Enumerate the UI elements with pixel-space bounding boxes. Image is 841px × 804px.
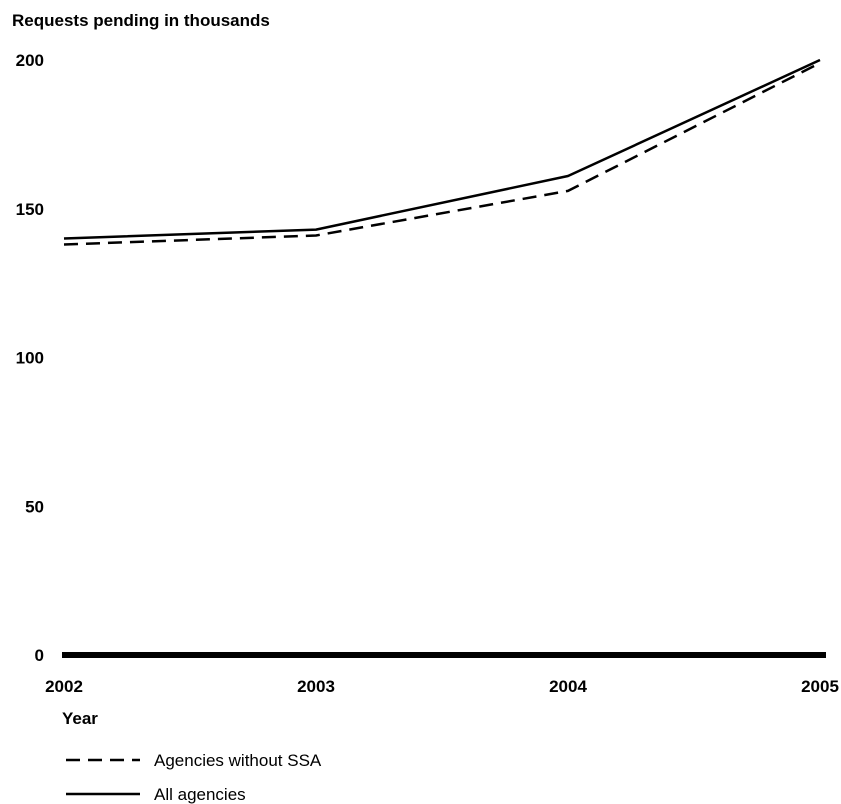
series-lines [64, 60, 820, 245]
legend: Agencies without SSA All agencies [66, 751, 322, 804]
y-axis-ticks: 0 50 100 150 200 [16, 51, 44, 665]
x-tick-label: 2004 [549, 677, 587, 696]
legend-label-agencies-without-ssa: Agencies without SSA [154, 751, 322, 770]
x-axis-title: Year [62, 709, 98, 728]
y-tick-label: 50 [25, 497, 44, 516]
series-line-all-agencies [64, 60, 820, 239]
x-tick-label: 2005 [801, 677, 839, 696]
y-tick-label: 0 [35, 646, 44, 665]
x-tick-label: 2003 [297, 677, 335, 696]
y-axis-title: Requests pending in thousands [12, 11, 270, 30]
x-tick-label: 2002 [45, 677, 83, 696]
y-tick-label: 100 [16, 349, 44, 368]
legend-label-all-agencies: All agencies [154, 785, 246, 804]
y-tick-label: 150 [16, 200, 44, 219]
y-tick-label: 200 [16, 51, 44, 70]
series-line-agencies-without-ssa [64, 63, 820, 245]
x-axis-ticks: 2002 2003 2004 2005 [45, 677, 839, 696]
